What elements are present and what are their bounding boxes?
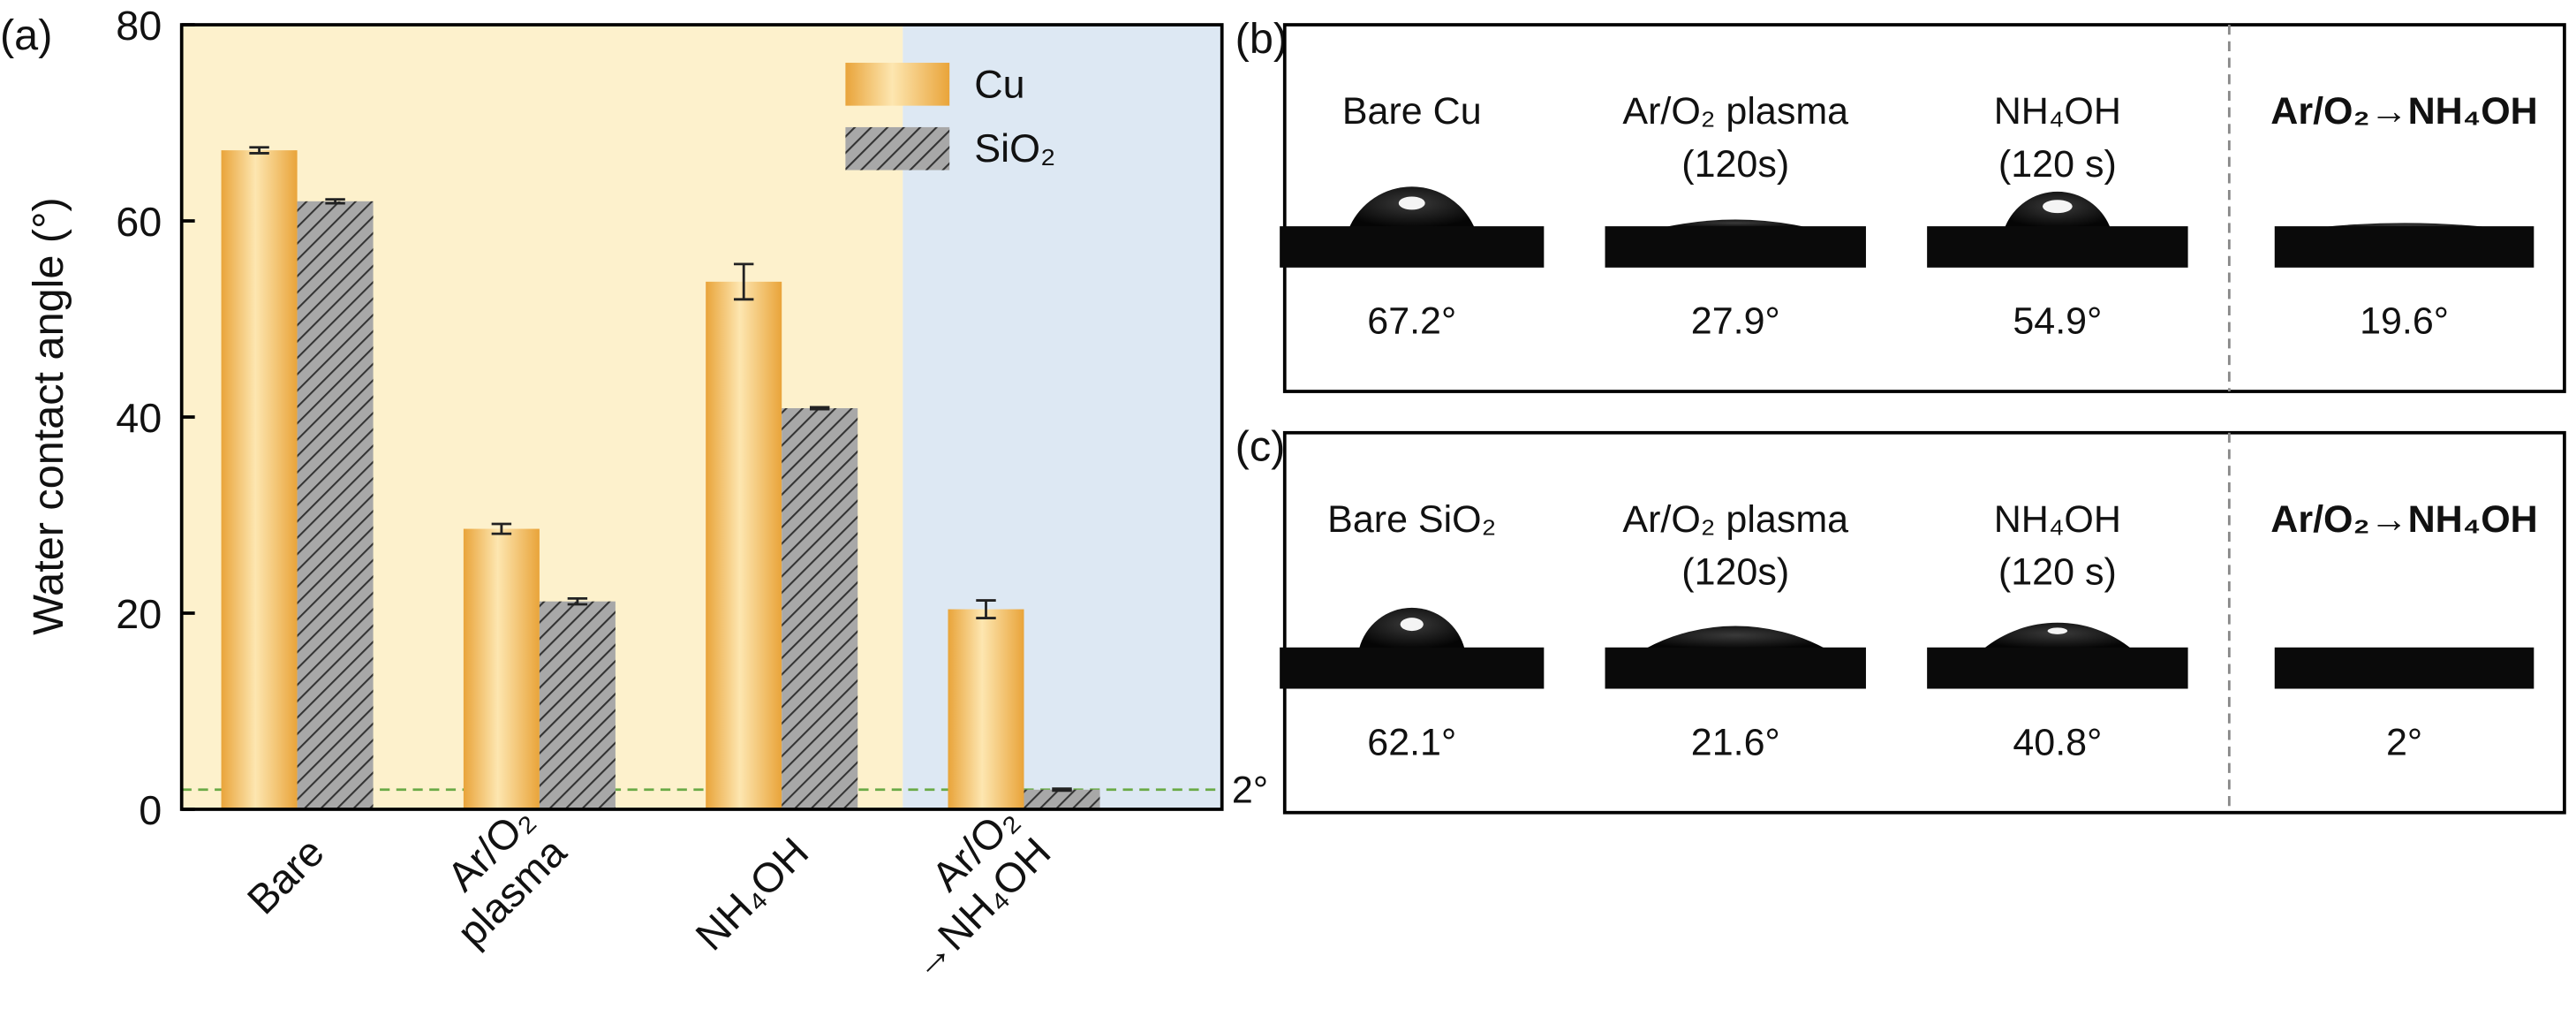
bar bbox=[948, 609, 1024, 809]
contact-angle: 67.2° bbox=[1367, 300, 1456, 343]
substrate bbox=[1280, 226, 1545, 268]
error-bar bbox=[1052, 787, 1072, 793]
droplet-highlight bbox=[2047, 627, 2068, 634]
error-bar bbox=[567, 596, 588, 606]
y-tick-label: 20 bbox=[116, 591, 162, 637]
error-bar bbox=[733, 262, 754, 301]
contact-angle: 62.1° bbox=[1367, 721, 1456, 763]
x-tick-label: Ar/O₂plasma bbox=[416, 796, 575, 955]
droplet bbox=[1983, 622, 2133, 649]
droplet bbox=[1661, 219, 1810, 228]
panel-label: (c) bbox=[1235, 423, 1286, 471]
sample-time: (120s) bbox=[1681, 143, 1789, 186]
y-tick-label: 60 bbox=[116, 199, 162, 245]
y-tick-label: 40 bbox=[116, 395, 162, 441]
sample-name: Bare SiO₂ bbox=[1327, 498, 1496, 541]
legend-swatch bbox=[845, 126, 950, 171]
contact-angle: 54.9° bbox=[2013, 300, 2102, 343]
substrate bbox=[1280, 647, 1545, 689]
substrate bbox=[1605, 226, 1866, 268]
sample-name: Ar/O₂ plasma bbox=[1622, 90, 1848, 133]
droplet bbox=[1644, 626, 1827, 649]
bar bbox=[221, 150, 298, 809]
bar bbox=[1024, 789, 1100, 809]
droplet-highlight bbox=[1400, 618, 1424, 632]
contact-angle: 21.6° bbox=[1691, 721, 1780, 763]
panel-label: (b) bbox=[1235, 15, 1288, 63]
bar bbox=[706, 281, 782, 809]
error-bar bbox=[809, 406, 830, 411]
contact-angle: 40.8° bbox=[2013, 721, 2102, 763]
substrate bbox=[1605, 647, 1866, 689]
substrate bbox=[2274, 226, 2534, 268]
bar bbox=[297, 201, 374, 809]
panel-frame bbox=[1282, 430, 2566, 815]
bar bbox=[782, 408, 858, 809]
error-bar bbox=[249, 146, 269, 155]
sample-time: (120 s) bbox=[1998, 143, 2117, 186]
y-axis-label: Water contact angle (°) bbox=[25, 197, 72, 635]
panel-frame bbox=[1282, 23, 2566, 393]
reference-label: 2° bbox=[1232, 770, 1268, 812]
droplet-highlight bbox=[1398, 196, 1425, 210]
sample-name: NH₄OH bbox=[1994, 90, 2121, 133]
sample-name: Ar/O₂ plasma bbox=[1622, 498, 1848, 541]
sample-name: Bare Cu bbox=[1342, 90, 1482, 133]
sample-name: Ar/O₂→NH₄OH bbox=[2270, 498, 2537, 541]
x-tick-label: NH₄OH bbox=[687, 829, 818, 960]
substrate bbox=[1927, 226, 2188, 268]
legend-label: Cu bbox=[974, 61, 1024, 106]
sample-time: (120 s) bbox=[1998, 551, 2117, 594]
panel-label: (a) bbox=[0, 11, 52, 59]
droplet-highlight bbox=[2043, 200, 2073, 214]
y-tick-label: 80 bbox=[116, 3, 162, 49]
contact-angle: 2° bbox=[2386, 721, 2422, 763]
legend-label: SiO₂ bbox=[974, 125, 1055, 171]
sample-name: NH₄OH bbox=[1994, 498, 2121, 541]
error-bar bbox=[325, 198, 345, 205]
substrate bbox=[2274, 647, 2534, 689]
sample-time: (120s) bbox=[1681, 551, 1789, 594]
bar bbox=[463, 528, 540, 809]
x-tick-label: Bare bbox=[238, 829, 333, 923]
substrate bbox=[1927, 647, 2188, 689]
error-bar bbox=[491, 522, 512, 535]
sample-name: Ar/O₂→NH₄OH bbox=[2270, 90, 2537, 133]
axes-frame bbox=[179, 23, 1224, 811]
contact-angle: 27.9° bbox=[1691, 300, 1780, 343]
contact-angle: 19.6° bbox=[2360, 300, 2449, 343]
bar bbox=[539, 601, 616, 809]
x-tick-label: Ar/O₂→NH₄OH bbox=[867, 796, 1060, 989]
error-bar bbox=[976, 599, 996, 619]
legend-swatch bbox=[845, 63, 950, 106]
y-tick-label: 0 bbox=[139, 787, 162, 833]
